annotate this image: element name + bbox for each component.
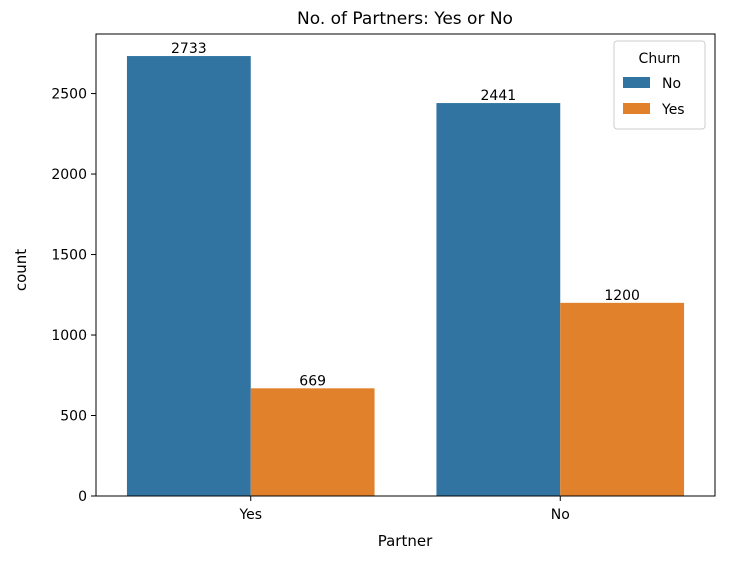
x-axis-label: Partner [378,532,433,550]
bar-no-yes [560,302,685,496]
y-tick-label: 0 [78,489,87,505]
legend-swatch-yes [623,103,650,114]
y-tick-label: 1000 [51,328,87,344]
y-tick-label: 2500 [51,87,87,103]
y-tick-label: 2000 [51,167,87,183]
legend-label-yes: Yes [661,102,685,118]
y-tick-label: 1500 [51,248,87,264]
x-tick-label: No [551,507,570,523]
data-label: 669 [299,373,326,389]
bar-yes-no [126,56,251,497]
chart-title: No. of Partners: Yes or No [297,9,513,29]
legend-swatch-no [623,77,650,88]
data-label: 2441 [481,88,517,104]
bar-yes-yes [250,388,375,496]
data-label: 2733 [171,41,207,57]
x-tick-label: Yes [238,507,262,523]
bar-no-no [436,103,561,496]
legend-title: Churn [639,51,681,67]
y-tick-label: 500 [60,409,87,425]
legend-label-no: No [662,76,681,92]
y-axis-label: count [12,249,30,291]
data-label: 1200 [604,288,640,304]
plot-frame [95,33,716,497]
